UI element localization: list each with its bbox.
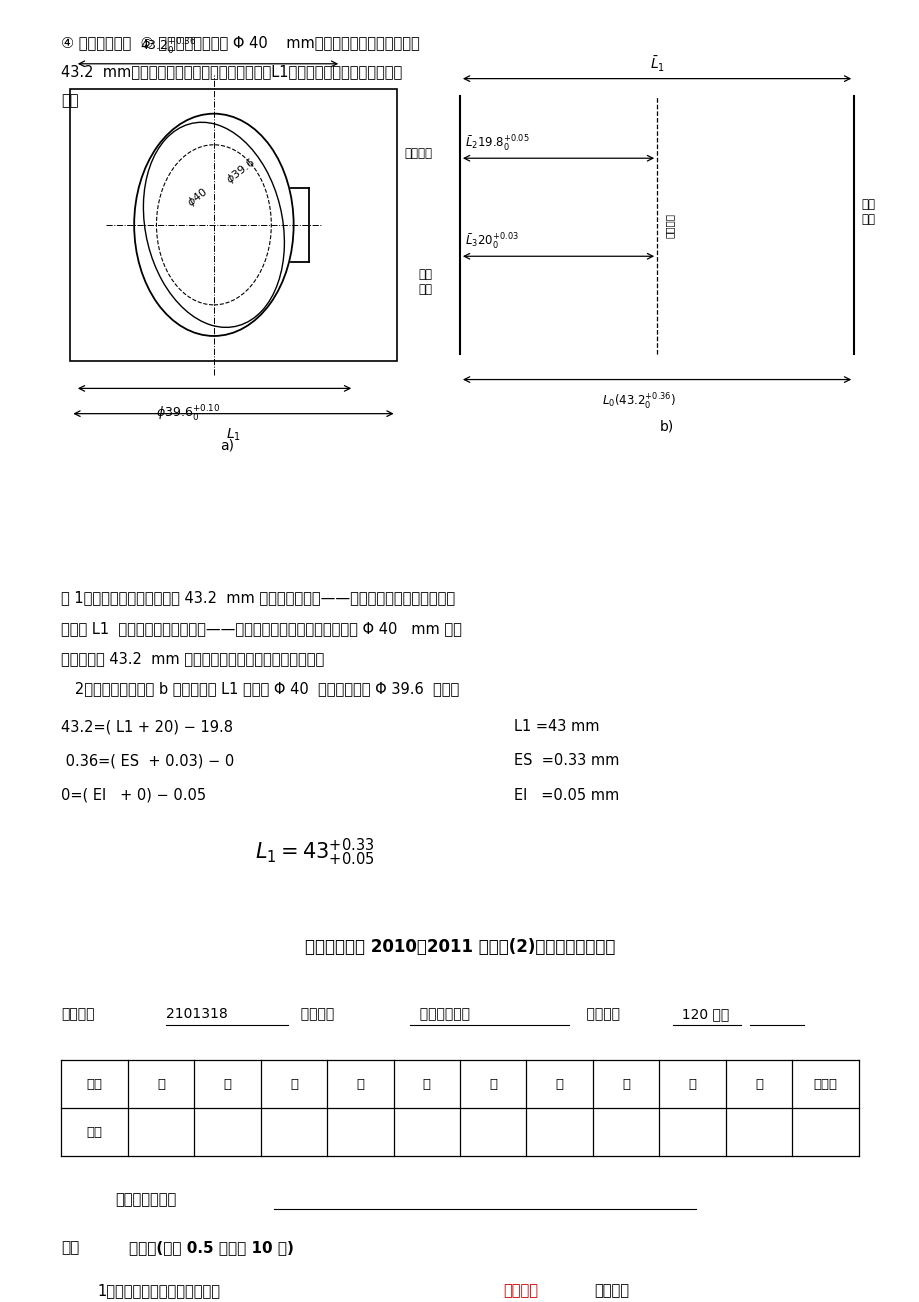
Text: $L_1 = 43^{+0.33}_{+0.05}$: $L_1 = 43^{+0.33}_{+0.05}$ [255,837,374,868]
Text: 1、铸造方法可分为砂型铸造和: 1、铸造方法可分为砂型铸造和 [97,1282,221,1298]
Text: 八: 八 [621,1078,630,1091]
Text: $\phi$39.6: $\phi$39.6 [222,155,257,187]
Text: 43.2  mm。试问：如何规定镳后的插键槽深度L1值，才能最终保证得到合格产: 43.2 mm。试问：如何规定镳后的插键槽深度L1值，才能最终保证得到合格产 [62,64,403,79]
Text: 一: 一 [157,1078,165,1091]
Text: 西南交通大学 2010－2011 学年第(2)学期期中考试试卷: 西南交通大学 2010－2011 学年第(2)学期期中考试试卷 [304,937,615,956]
Text: 七: 七 [555,1078,563,1091]
Text: $\bar{L}_1$: $\bar{L}_1$ [649,55,664,74]
Text: 特种铸造: 特种铸造 [503,1282,538,1298]
Text: 孔中心线: 孔中心线 [664,212,674,238]
Text: 0=( EI   + 0) − 0.05: 0=( EI + 0) − 0.05 [62,788,206,802]
Text: a): a) [220,439,233,453]
Text: 品？: 品？ [62,92,79,108]
Text: 九: 九 [687,1078,696,1091]
Text: 的，故尺寸 43.2  mm 是一个间接得到的尺寸，为封闭环。: 的，故尺寸 43.2 mm 是一个间接得到的尺寸，为封闭环。 [62,651,324,667]
Text: 得分: 得分 [86,1126,102,1139]
Text: 考试时间: 考试时间 [568,1008,619,1021]
Text: $\bar{L}_2$19.8$^{+0.05}_{0}$: $\bar{L}_2$19.8$^{+0.05}_{0}$ [464,133,528,154]
Text: 阅卷教师签字：: 阅卷教师签字： [116,1191,176,1207]
Text: 四: 四 [356,1078,364,1091]
Text: 五: 五 [423,1078,430,1091]
Text: 0.36=( ES  + 0.03) − 0: 0.36=( ES + 0.03) − 0 [62,754,234,768]
Text: 填空题(每空 0.5 分，共 10 分): 填空题(每空 0.5 分，共 10 分) [130,1240,294,1255]
Text: $\phi39.6^{+0.10}_{0}$: $\phi39.6^{+0.10}_{0}$ [155,404,220,423]
Text: b): b) [659,421,673,434]
Text: 十: 十 [754,1078,762,1091]
Text: 题号: 题号 [86,1078,102,1091]
Text: ④ 淣火热处理；  ⑤ 磨内孔至设计尺寸 Φ 40    mm，同时要求保证键槽深度为: ④ 淣火热处理； ⑤ 磨内孔至设计尺寸 Φ 40 mm，同时要求保证键槽深度为 [62,35,420,49]
Text: $L_0(43.2^{+0.36}_{0})$: $L_0(43.2^{+0.36}_{0})$ [601,392,675,413]
Text: 解 1）由加工过程可知，尺寸 43.2  mm 的一个尺寸界限——键槽底面，是在插槽工序时: 解 1）由加工过程可知，尺寸 43.2 mm 的一个尺寸界限——键槽底面，是在插… [62,591,455,605]
Text: $\bar{L}_3$20$^{+0.03}_{0}$: $\bar{L}_3$20$^{+0.03}_{0}$ [464,232,517,251]
Text: 120 分钟: 120 分钟 [672,1008,729,1021]
Text: $\phi$40: $\phi$40 [184,185,210,210]
Text: 一、: 一、 [62,1240,79,1255]
Text: 机械制造技术: 机械制造技术 [410,1008,470,1021]
Text: 六: 六 [489,1078,496,1091]
Text: ES  =0.33 mm: ES =0.33 mm [514,754,619,768]
Text: 课程名称: 课程名称 [292,1008,335,1021]
Text: $43.2^{+0.36}_{0}$: $43.2^{+0.36}_{0}$ [140,38,196,57]
Text: 键槽
底面: 键槽 底面 [860,198,875,227]
Text: 镗后孔面: 镗后孔面 [404,147,432,160]
Text: 两大类。: 两大类。 [594,1282,629,1298]
Text: 2）工艺尺寸钉如图 b 所示，其中 L1 、尺寸 Φ 40  为增环，尺寸 Φ 39.6  为减环: 2）工艺尺寸钉如图 b 所示，其中 L1 、尺寸 Φ 40 为增环，尺寸 Φ 3… [62,681,460,697]
Bar [70,89,396,361]
Text: 2101318: 2101318 [165,1008,227,1021]
Text: 43.2=( L1 + 20) − 19.8: 43.2=( L1 + 20) − 19.8 [62,719,233,734]
Text: L1 =43 mm: L1 =43 mm [514,719,599,734]
Text: EI   =0.05 mm: EI =0.05 mm [514,788,618,802]
Text: 按尺寸 L1  确定的；另一尺寸界限——孔表面，是在磨孔工序时由尺寸 Φ 40   mm 确定: 按尺寸 L1 确定的；另一尺寸界限——孔表面，是在磨孔工序时由尺寸 Φ 40 m… [62,621,461,635]
Text: $L_1$: $L_1$ [226,426,241,443]
Text: 课程代码: 课程代码 [62,1008,95,1021]
Text: 磨后
孔面: 磨后 孔面 [418,268,432,296]
Text: 总成绩: 总成绩 [812,1078,836,1091]
Text: 三: 三 [289,1078,298,1091]
Text: 二: 二 [223,1078,232,1091]
